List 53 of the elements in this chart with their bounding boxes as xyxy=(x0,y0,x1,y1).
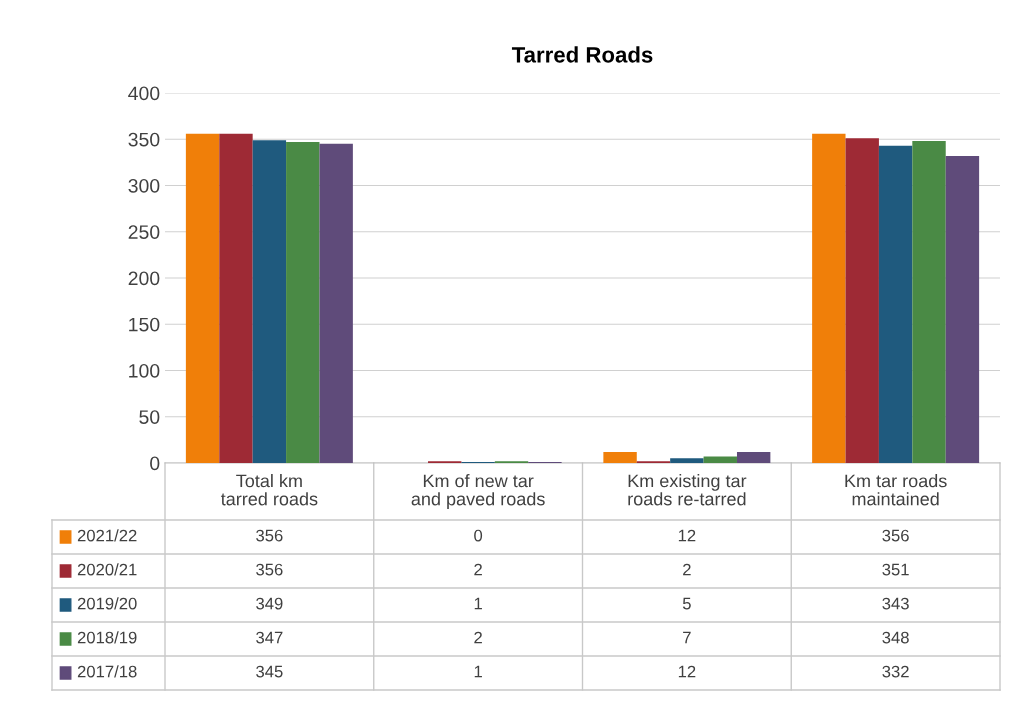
data-label: 2 xyxy=(474,563,482,576)
x-tick-label: Km existing tar roads re-tarred xyxy=(628,474,747,506)
data-label: 356 xyxy=(256,563,283,576)
y-tick-label: 100 xyxy=(129,363,160,378)
bar xyxy=(736,451,771,463)
bar xyxy=(603,451,637,463)
data-label: 12 xyxy=(678,529,696,542)
x-tick-label: Km tar roads maintained xyxy=(845,474,947,506)
data-label: 7 xyxy=(683,631,691,644)
y-tick-label: 50 xyxy=(139,410,160,424)
bar xyxy=(252,140,287,463)
chart-title: Tarred Roads xyxy=(511,46,653,63)
data-label: 345 xyxy=(256,665,283,678)
data-label: 5 xyxy=(682,597,691,610)
bar xyxy=(319,143,353,463)
y-tick-label: 400 xyxy=(128,86,160,101)
bar xyxy=(945,155,980,463)
legend-label: 2018/19 xyxy=(77,631,137,644)
y-tick-label: 300 xyxy=(128,178,160,193)
data-label: 351 xyxy=(882,563,909,576)
y-tick-label: 350 xyxy=(128,132,160,147)
bar xyxy=(670,458,704,463)
bar xyxy=(845,138,879,463)
y-tick-label: 150 xyxy=(129,317,160,332)
bar xyxy=(219,133,253,463)
y-tick-label: 0 xyxy=(150,456,160,471)
data-label: 0 xyxy=(474,529,483,542)
bar xyxy=(878,145,913,463)
bar xyxy=(812,133,846,463)
y-tick-label: 200 xyxy=(128,271,160,286)
legend-label: 2021/22 xyxy=(77,529,137,542)
data-label: 349 xyxy=(256,597,283,610)
data-label: 347 xyxy=(256,631,283,644)
bar xyxy=(185,133,220,463)
bar xyxy=(912,141,946,463)
data-label: 1 xyxy=(474,665,482,678)
x-tick-label: Total km tarred roads xyxy=(220,474,318,506)
data-label: 2 xyxy=(683,563,691,576)
data-label: 332 xyxy=(882,665,909,678)
x-tick-label: Km of new tar and paved roads xyxy=(411,474,545,509)
data-label: 348 xyxy=(882,631,909,644)
bar xyxy=(703,456,737,463)
legend-label: 2017/18 xyxy=(77,665,137,678)
bar xyxy=(286,142,320,463)
data-label: 356 xyxy=(882,529,909,542)
legend-label: 2020/21 xyxy=(77,563,137,576)
data-label: 343 xyxy=(882,597,909,610)
legend-label: 2019/20 xyxy=(77,597,137,610)
data-label: 1 xyxy=(474,597,482,610)
data-label: 12 xyxy=(678,665,696,678)
y-tick-label: 250 xyxy=(128,225,160,239)
data-label: 2 xyxy=(474,631,482,644)
data-label: 356 xyxy=(256,529,283,542)
